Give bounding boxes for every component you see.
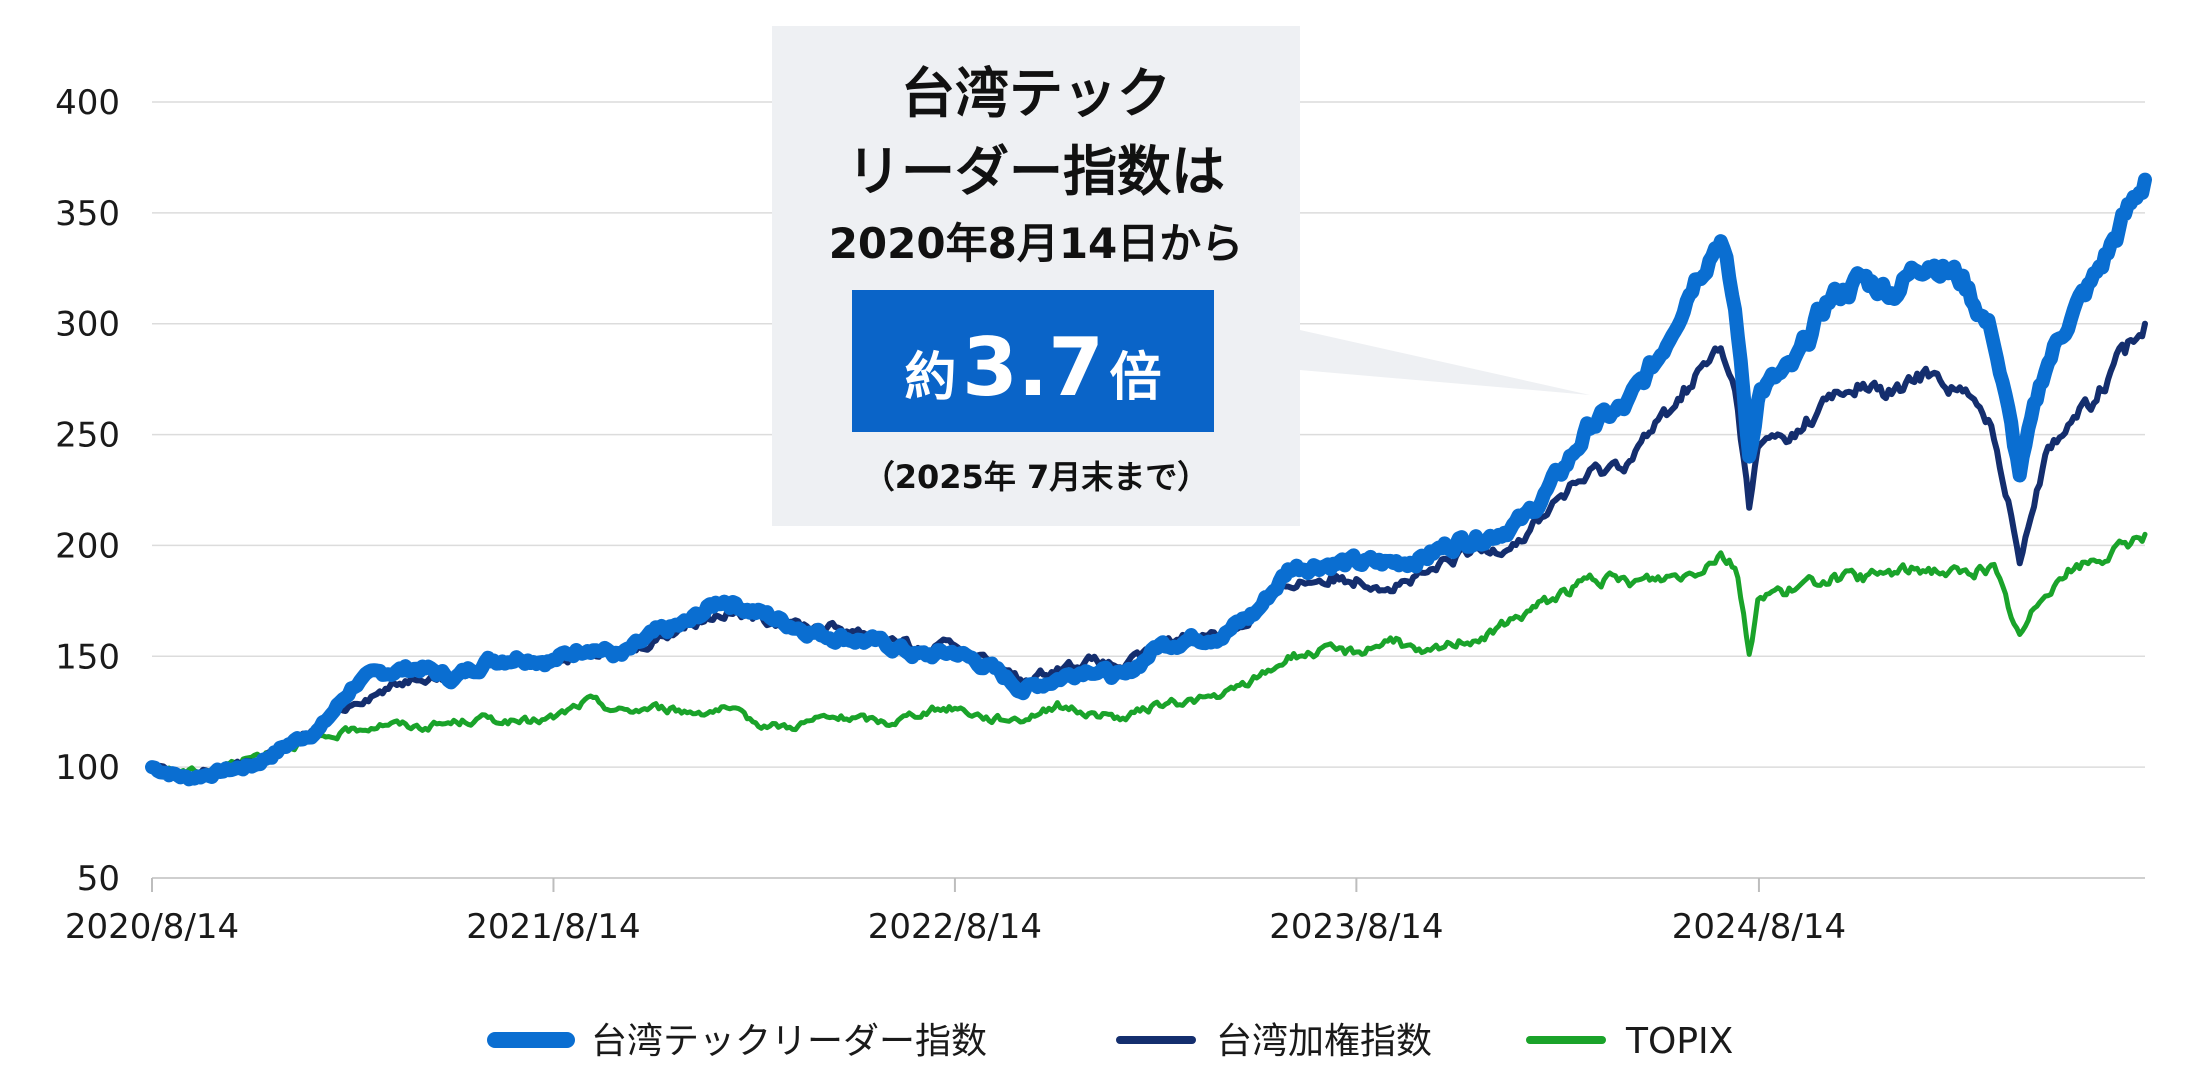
y-tick-label: 250 — [55, 416, 120, 456]
callout-line3: 2020年8月14日から — [829, 219, 1244, 268]
legend-label: 台湾加権指数 — [1216, 1021, 1432, 1062]
badge-value: 3.7 — [962, 321, 1104, 414]
callout-note: （2025年 7月末まで） — [863, 458, 1209, 496]
legend-label: TOPIX — [1625, 1021, 1733, 1062]
series-line-2 — [149, 531, 2148, 775]
callout-box — [772, 26, 1300, 526]
callout-line1: 台湾テック — [901, 62, 1171, 125]
callout-badge — [852, 290, 1214, 432]
callout-badge-text: 約 3.7 倍 — [905, 321, 1162, 414]
series-line-0 — [145, 172, 2152, 787]
x-tick-label: 2023/8/14 — [1269, 907, 1443, 947]
y-tick-label: 200 — [55, 526, 120, 566]
x-tick-label: 2024/8/14 — [1672, 907, 1846, 947]
y-tick-label: 50 — [77, 859, 120, 899]
y-tick-label: 300 — [55, 305, 120, 345]
y-tick-label: 350 — [55, 194, 120, 234]
legend-label: 台湾テックリーダー指数 — [591, 1021, 987, 1062]
y-tick-label: 150 — [55, 637, 120, 677]
y-tick-label: 100 — [55, 748, 120, 788]
x-axis: 2020/8/14 2021/8/14 2022/8/14 2023/8/14 2024… — [65, 877, 2145, 947]
callout-pointer — [1300, 330, 1590, 395]
y-axis: 50 100 150 200 250 300 350 400 — [55, 83, 120, 899]
badge-suffix: 倍 — [1109, 348, 1161, 408]
badge-prefix: 約 — [905, 348, 957, 408]
x-tick-label: 2021/8/14 — [466, 907, 640, 947]
callout-line2: リーダー指数は — [847, 140, 1225, 203]
series-lines — [145, 172, 2152, 787]
callout: 台湾テック リーダー指数は 2020年8月14日から 約 3.7 倍 （2025… — [772, 26, 1590, 526]
y-tick-label: 400 — [55, 83, 120, 123]
legend: 台湾テックリーダー指数 台湾加権指数 TOPIX — [487, 1021, 1733, 1062]
x-tick-label: 2020/8/14 — [65, 907, 239, 947]
x-tick-label: 2022/8/14 — [868, 907, 1042, 947]
